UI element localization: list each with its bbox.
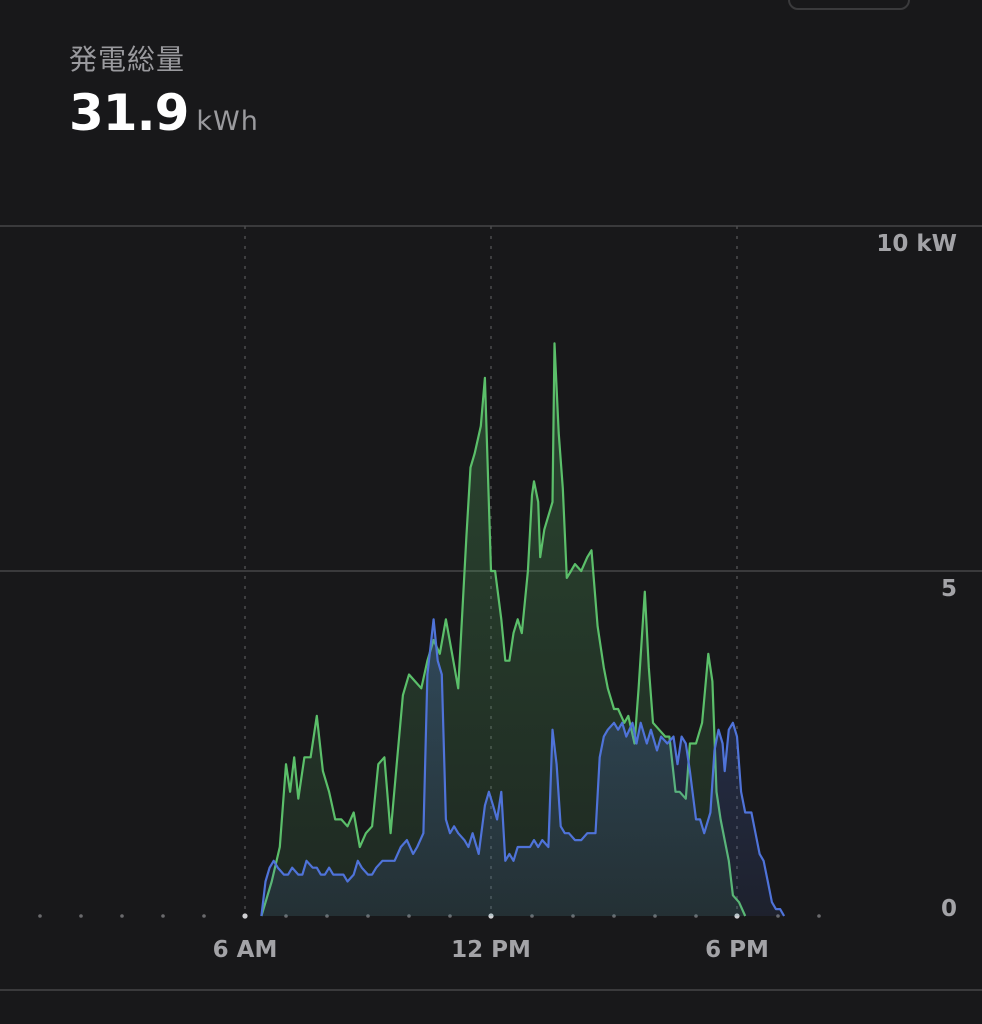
x-tick-label-6: 6 AM [213,937,278,963]
y-tick-label-0: 0 [941,896,957,922]
x-tick-label-12: 12 PM [451,937,531,963]
series-1-line [260,618,786,917]
baseline-dot-1 [38,914,42,918]
series-1-area [261,619,785,916]
y-tick-label-5: 5 [941,576,957,602]
baseline-dot-3 [120,914,124,918]
baseline-dot-5 [202,914,206,918]
series-0-line [260,342,747,917]
total-generation-row: 31.9 kWh [69,84,259,142]
total-generation-unit: kWh [196,106,259,137]
x-tick-label-18: 6 PM [705,937,769,963]
baseline-dot-4 [161,914,165,918]
total-generation-value: 31.9 [69,84,189,142]
total-generation-label: 発電総量 [69,43,186,76]
baseline-dot-2 [79,914,83,918]
baseline-dot-6 [242,913,248,919]
baseline-dot-20 [817,914,821,918]
total-generation-summary: 発電総量 31.9 kWh [69,38,259,142]
y-tick-label-10: 10 kW [876,231,957,257]
